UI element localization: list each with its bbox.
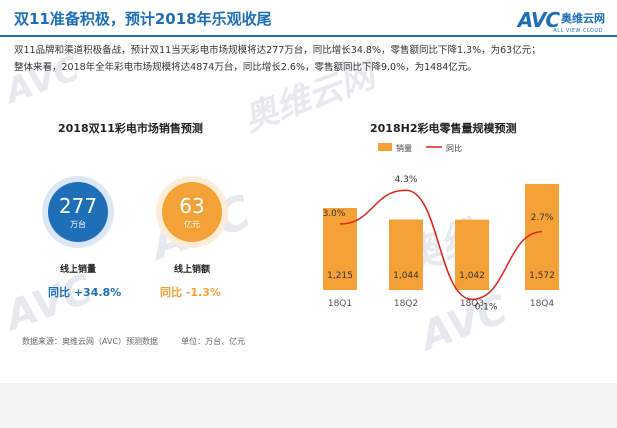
- watermark: AVC: [0, 48, 85, 112]
- page-title: 双11准备积极，预计2018年乐观收尾: [14, 10, 272, 28]
- footer: 数据来源：奥维云网（AVC）预测数据 单位：万台、亿元: [22, 336, 245, 347]
- bar-value-label: 1,042: [459, 271, 485, 281]
- x-tick-label: 18Q2: [394, 299, 418, 309]
- yoy-value-label: 2.7%: [531, 213, 554, 223]
- bar-18Q2: [389, 219, 423, 290]
- watermark: AVC: [0, 266, 99, 340]
- legend-swatch-volume: [378, 143, 392, 151]
- volume-yoy-label: 同比: [48, 286, 70, 299]
- volume-unit: 万台: [70, 219, 86, 229]
- yoy-value-label: 4.3%: [395, 175, 418, 185]
- summary-line-1: 双11品牌和渠道积极备战，预计双11当天彩电市场规模将达277万台，同比增长34…: [14, 45, 541, 56]
- x-tick-label: 18Q4: [530, 299, 555, 309]
- bar-18Q4: [525, 183, 559, 290]
- bar-value-label: 1,215: [327, 271, 353, 281]
- avc-logo: AVC 奥维云网: [518, 8, 605, 32]
- footer-source: 数据来源：奥维云网（AVC）预测数据: [22, 337, 159, 346]
- logo-text: AVC: [517, 8, 560, 32]
- volume-circle: 277 万台: [48, 182, 108, 242]
- revenue-yoy-label: 同比: [160, 286, 182, 299]
- revenue-label: 线上销额: [173, 265, 210, 275]
- bar-value-label: 1,572: [529, 271, 555, 281]
- sales-volume-chart: 销量 同比 1,215 18Q1 1,044 18Q2 1,042 18Q3 1,572 18Q4…: [323, 143, 559, 312]
- volume-value: 277: [58, 193, 98, 218]
- title-divider: [0, 35, 617, 37]
- volume-yoy: 同比 +34.8%: [48, 284, 121, 300]
- footer-unit: 单位：万台、亿元: [181, 337, 246, 346]
- volume-yoy-value: +34.8%: [73, 286, 122, 299]
- slide: AVC 奥维云网 AVC 奥维 AVC AVC 双11准备积极，预计2018年乐…: [0, 8, 617, 360]
- yoy-value-label: 3.0%: [323, 209, 346, 219]
- page-background-band: [0, 383, 617, 428]
- yoy-line: [339, 189, 543, 301]
- revenue-value: 63: [179, 193, 205, 218]
- yoy-value-label: 0.1%: [475, 302, 498, 312]
- legend-label-yoy: 同比: [446, 143, 462, 153]
- logo-subtitle: ALL VIEW CLOUD: [553, 28, 603, 34]
- logo-chinese: 奥维云网: [561, 12, 605, 25]
- left-panel-title: 2018双11彩电市场销售预测: [58, 122, 203, 135]
- revenue-circle: 63 亿元: [162, 182, 222, 242]
- bar-18Q3: [455, 219, 489, 290]
- bar-value-label: 1,044: [393, 271, 419, 281]
- volume-label: 线上销量: [59, 265, 96, 275]
- revenue-yoy-value: -1.3%: [185, 286, 221, 299]
- summary-line-2: 整体来看，2018年全年彩电市场规模将达4874万台，同比增长2.6%，零售额同…: [14, 62, 477, 73]
- chart-title: 2018H2彩电零售量规模预测: [370, 122, 517, 135]
- revenue-yoy: 同比 -1.3%: [160, 284, 221, 300]
- revenue-unit: 亿元: [184, 219, 200, 229]
- x-tick-label: 18Q3: [460, 299, 484, 309]
- legend-label-volume: 销量: [396, 143, 412, 153]
- x-tick-label: 18Q1: [328, 299, 352, 309]
